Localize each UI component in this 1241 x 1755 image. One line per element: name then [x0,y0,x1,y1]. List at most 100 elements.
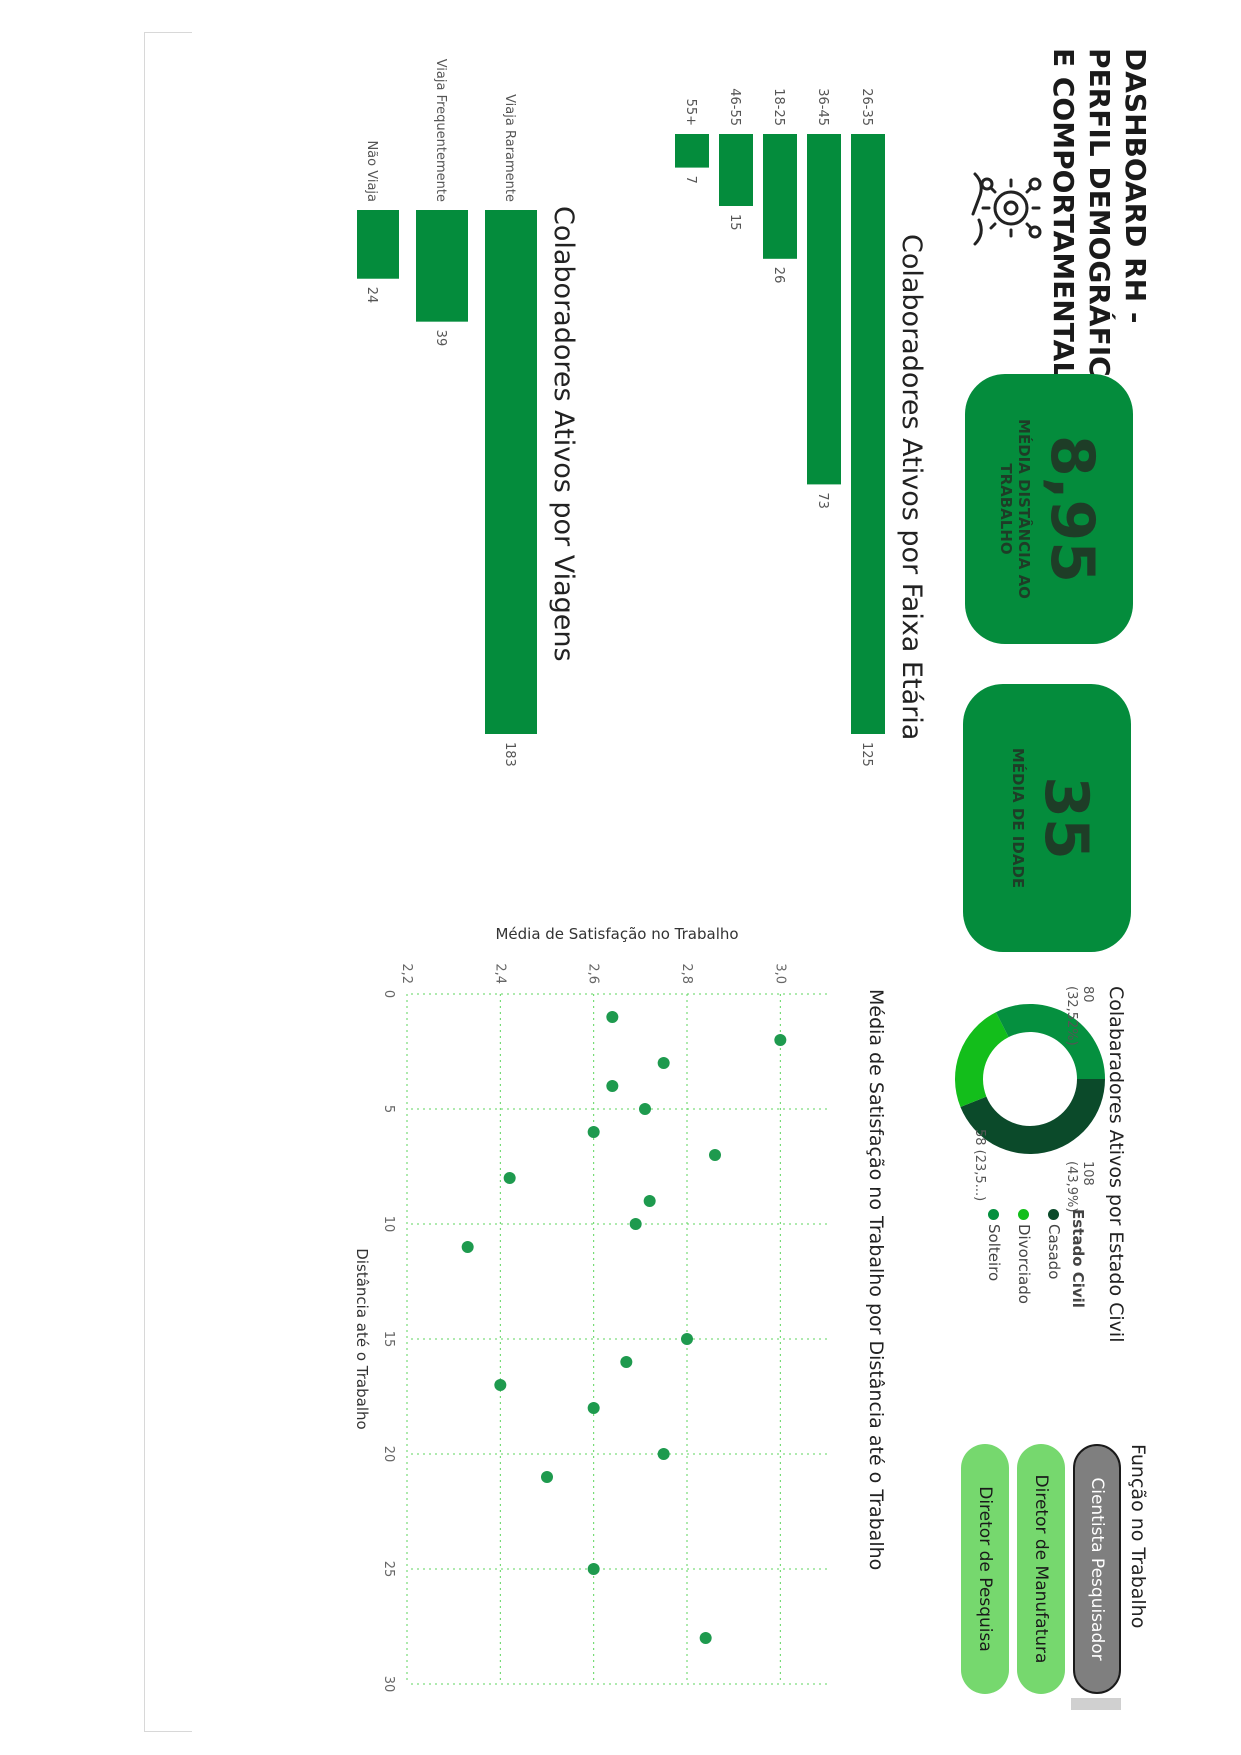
kpi-distance-label: MÉDIA DISTÂNCIA AO TRABALHO [997,374,1033,644]
scatter-point-18 [699,1632,712,1644]
legend-label-divorciado: Divorciado [1015,1224,1033,1304]
scatter-point-6 [709,1149,721,1161]
filter-option-label-1: Diretor de Manufatura [1031,1474,1051,1664]
filter-option-cientista-pesquisador[interactable]: Cientista Pesquisador [1073,1444,1121,1694]
scatter-point-0 [606,1011,619,1023]
bar-n-o-viaja [357,210,399,279]
page-border-bottom [144,1731,192,1732]
travel-bar-chart: Viaja Raramente 183 Viaja Frequentemente 39… [357,59,537,767]
bar-category-label-36-45: 36-45 [815,88,830,126]
page-border-top [144,32,192,33]
kpi-distance-label-line-2: TRABALHO [997,463,1015,555]
donut-slice-divorciado [955,1012,1009,1108]
filter-option-diretor-manufatura[interactable]: Diretor de Manufatura [1017,1444,1065,1694]
scatter-point-5 [587,1126,600,1138]
x-tick-label-20: 20 [381,1446,396,1463]
page-title: DASHBOARD RH - PERFIL DEMOGRÁFICO E COMP… [1045,48,1153,408]
donut-chart-title: Colabaradores Ativos por Estado Civil [1105,986,1127,1343]
bar-value-label-55-: 7 [683,176,698,184]
legend-label-casado: Casado [1045,1224,1063,1280]
x-axis-label: Distância até o Trabalho [353,1248,371,1429]
donut-label-casado: 108 (43,9%) [1064,1161,1095,1213]
donut-legend: Estado Civil Casado Divorciado Solteiro [967,1209,1087,1339]
bar-55- [675,134,709,168]
age-chart-title: Colaboradores Ativos por Faixa Etária [896,234,927,741]
y-tick-label-4: 3,0 [772,963,787,984]
legend-dot-solteiro [988,1209,1000,1220]
y-tick-label-2: 2,6 [586,963,601,984]
x-tick-label-25: 25 [381,1561,396,1578]
legend-title: Estado Civil [1069,1209,1087,1308]
y-axis-label: Média de Satisfação no Trabalho [495,925,738,943]
scatter-point-11 [681,1333,693,1345]
x-tick-label-10: 10 [381,1216,396,1233]
page-title-line-2: PERFIL DEMOGRÁFICO [1083,48,1116,401]
bar-value-label-viaja-raramente: 183 [502,742,517,767]
scatter-point-4 [639,1103,651,1115]
page-title-line-1: DASHBOARD RH - [1119,48,1152,324]
y-tick-label-0: 2,2 [399,963,414,984]
legend-item-casado[interactable]: Casado [1045,1209,1063,1279]
scatter-point-12 [620,1356,633,1368]
donut-label-divorciado: 58 (23,5...) [972,1129,987,1202]
travel-chart-title: Colaboradores Ativos por Viagens [548,206,579,662]
bar-26-35 [851,134,885,734]
bar-value-label-46-55: 15 [727,214,742,231]
marital-status-donut-chart [955,1004,1105,1154]
scatter-point-14 [587,1402,600,1414]
bar-value-label-36-45: 73 [815,492,830,509]
bar-category-label-viaja-raramente: Viaja Raramente [502,94,517,202]
scatter-point-17 [587,1563,600,1575]
kpi-distance-value: 8,95 [1037,434,1107,584]
y-tick-label-1: 2,4 [492,963,507,984]
legend-item-solteiro[interactable]: Solteiro [985,1209,1003,1281]
x-tick-label-5: 5 [381,1105,396,1113]
bar-category-label-18-25: 18-25 [771,88,786,126]
bar-18-25 [763,134,797,259]
page-title-line-3: E COMPORTAMENTAL [1047,48,1080,380]
scatter-point-13 [494,1379,507,1391]
bar-value-label-26-35: 125 [859,742,874,767]
y-tick-label-3: 2,8 [679,963,694,984]
x-tick-label-0: 0 [381,990,396,998]
x-tick-label-30: 30 [381,1676,396,1693]
filter-option-diretor-pesquisa[interactable]: Diretor de Pesquisa [961,1444,1009,1694]
kpi-age-label-line-1: MÉDIA DE IDADE [1009,747,1027,889]
bar-viaja-frequentemente [416,210,468,322]
scatter-chart-title: Média de Satisfação no Trabalho por Dist… [865,989,887,1571]
dashboard-canvas: DASHBOARD RH - PERFIL DEMOGRÁFICO E COMP… [147,34,1157,1734]
scatter-point-7 [503,1172,516,1184]
hr-handshake-gear-icon [971,172,1042,246]
donut-slice-casado [960,1079,1105,1154]
donut-label-solteiro: 80 (32,52%) [1064,986,1095,1046]
scatter-point-9 [629,1218,642,1230]
scatter-point-16 [541,1471,553,1483]
bar-category-label-n-o-viaja: Não Viaja [364,140,379,202]
legend-dot-casado [1048,1209,1060,1220]
bar-viaja-raramente [485,210,537,734]
scatter-point-2 [657,1057,670,1069]
legend-title-text: Estado Civil [1069,1209,1087,1308]
donut-slice-solteiro [995,1004,1105,1079]
scatter-point-1 [774,1034,787,1046]
bar-value-label-18-25: 26 [771,267,786,284]
x-tick-label-15: 15 [381,1331,396,1348]
scatter-point-15 [657,1448,670,1460]
satisfaction-scatter-chart: 0 5 10 15 20 25 30 2,2 2,4 2,6 2,8 3,0 Distância até… [353,925,827,1693]
bar-value-label-viaja-frequentemente: 39 [433,330,448,347]
kpi-distance-label-line-1: MÉDIA DISTÂNCIA AO [1015,419,1033,599]
bar-46-55 [719,134,753,206]
scatter-point-3 [606,1080,619,1092]
kpi-age-value: 35 [1031,776,1101,860]
scatter-point-8 [643,1195,656,1207]
scatter-point-10 [461,1241,474,1253]
bar-value-label-n-o-viaja: 24 [364,287,379,304]
kpi-age-card: 35 MÉDIA DE IDADE [963,684,1131,952]
legend-label-solteiro: Solteiro [985,1224,1003,1282]
filter-option-label-0: Cientista Pesquisador [1087,1477,1107,1661]
kpi-age-label: MÉDIA DE IDADE [1009,684,1027,952]
bar-category-label-46-55: 46-55 [727,88,742,126]
bar-category-label-55-: 55+ [683,99,698,126]
legend-item-divorciado[interactable]: Divorciado [1015,1209,1033,1304]
filter-scroll-indicator[interactable] [1071,1698,1121,1710]
